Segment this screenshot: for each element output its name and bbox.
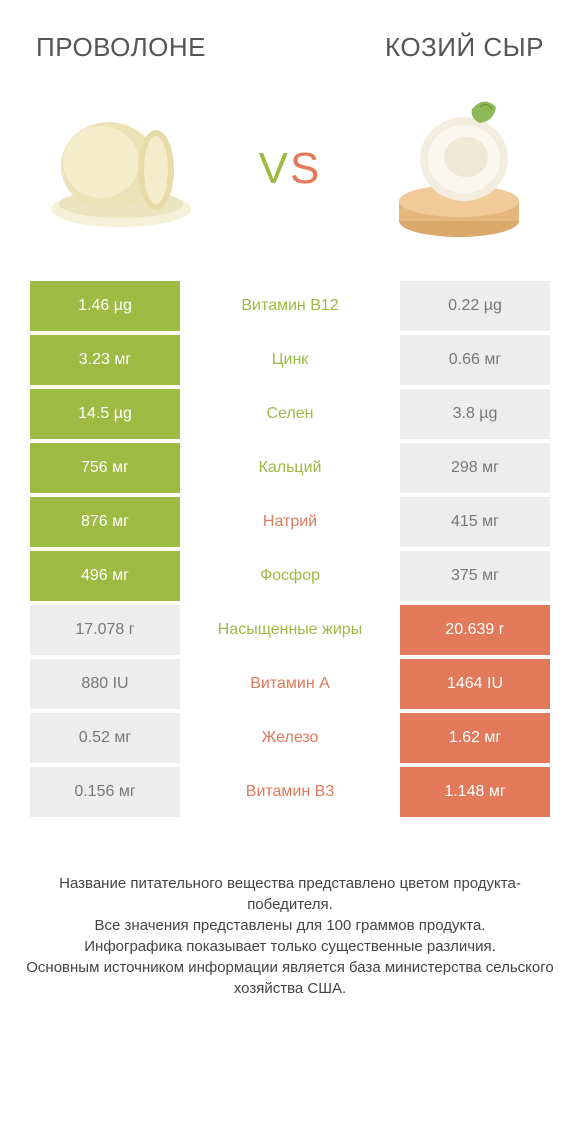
- cell-right: 1.148 мг: [400, 767, 550, 817]
- cell-left: 1.46 µg: [30, 281, 180, 331]
- cell-left: 756 мг: [30, 443, 180, 493]
- cell-right: 1.62 мг: [400, 713, 550, 763]
- cell-right: 1464 IU: [400, 659, 550, 709]
- footer-line: Все значения представлены для 100 граммо…: [24, 915, 556, 936]
- footer-line: Инфографика показывает только существенн…: [24, 936, 556, 957]
- cell-right: 375 мг: [400, 551, 550, 601]
- cell-nutrient: Витамин B3: [180, 767, 400, 817]
- cell-right: 298 мг: [400, 443, 550, 493]
- cell-left: 880 IU: [30, 659, 180, 709]
- table-row: 0.156 мгВитамин B31.148 мг: [30, 767, 550, 817]
- cell-left: 14.5 µg: [30, 389, 180, 439]
- product-image-right: [374, 84, 544, 254]
- cell-left: 17.078 г: [30, 605, 180, 655]
- table-row: 756 мгКальций298 мг: [30, 443, 550, 493]
- images-row: VS: [0, 71, 580, 281]
- cell-nutrient: Натрий: [180, 497, 400, 547]
- cell-nutrient: Кальций: [180, 443, 400, 493]
- footer-line: Название питательного вещества представл…: [24, 873, 556, 915]
- vs-s: S: [290, 144, 321, 193]
- table-row: 496 мгФосфор375 мг: [30, 551, 550, 601]
- cell-nutrient: Фосфор: [180, 551, 400, 601]
- cell-nutrient: Витамин A: [180, 659, 400, 709]
- cell-left: 0.156 мг: [30, 767, 180, 817]
- table-row: 3.23 мгЦинк0.66 мг: [30, 335, 550, 385]
- vs-label: VS: [259, 144, 322, 194]
- vs-v: V: [259, 144, 290, 193]
- table-row: 876 мгНатрий415 мг: [30, 497, 550, 547]
- cell-nutrient: Насыщенные жиры: [180, 605, 400, 655]
- cell-nutrient: Витамин B12: [180, 281, 400, 331]
- cell-left: 0.52 мг: [30, 713, 180, 763]
- cell-nutrient: Селен: [180, 389, 400, 439]
- provolone-icon: [41, 104, 201, 234]
- table-row: 1.46 µgВитамин B120.22 µg: [30, 281, 550, 331]
- cell-right: 0.66 мг: [400, 335, 550, 385]
- footer-line: Основным источником информации является …: [24, 957, 556, 999]
- goat-cheese-icon: [384, 89, 534, 249]
- cell-right: 3.8 µg: [400, 389, 550, 439]
- cell-left: 3.23 мг: [30, 335, 180, 385]
- product-image-left: [36, 84, 206, 254]
- cell-right: 0.22 µg: [400, 281, 550, 331]
- table-row: 17.078 гНасыщенные жиры20.639 г: [30, 605, 550, 655]
- cell-right: 415 мг: [400, 497, 550, 547]
- comparison-table: 1.46 µgВитамин B120.22 µg3.23 мгЦинк0.66…: [0, 281, 580, 817]
- cell-right: 20.639 г: [400, 605, 550, 655]
- cell-left: 876 мг: [30, 497, 180, 547]
- header: ПРОВОЛОНЕ КОЗИЙ СЫР: [0, 0, 580, 71]
- table-row: 0.52 мгЖелезо1.62 мг: [30, 713, 550, 763]
- footer: Название питательного вещества представл…: [0, 821, 580, 999]
- cell-nutrient: Железо: [180, 713, 400, 763]
- table-row: 880 IUВитамин A1464 IU: [30, 659, 550, 709]
- table-row: 14.5 µgСелен3.8 µg: [30, 389, 550, 439]
- title-right: КОЗИЙ СЫР: [385, 32, 544, 63]
- title-left: ПРОВОЛОНЕ: [36, 32, 206, 63]
- cell-left: 496 мг: [30, 551, 180, 601]
- cell-nutrient: Цинк: [180, 335, 400, 385]
